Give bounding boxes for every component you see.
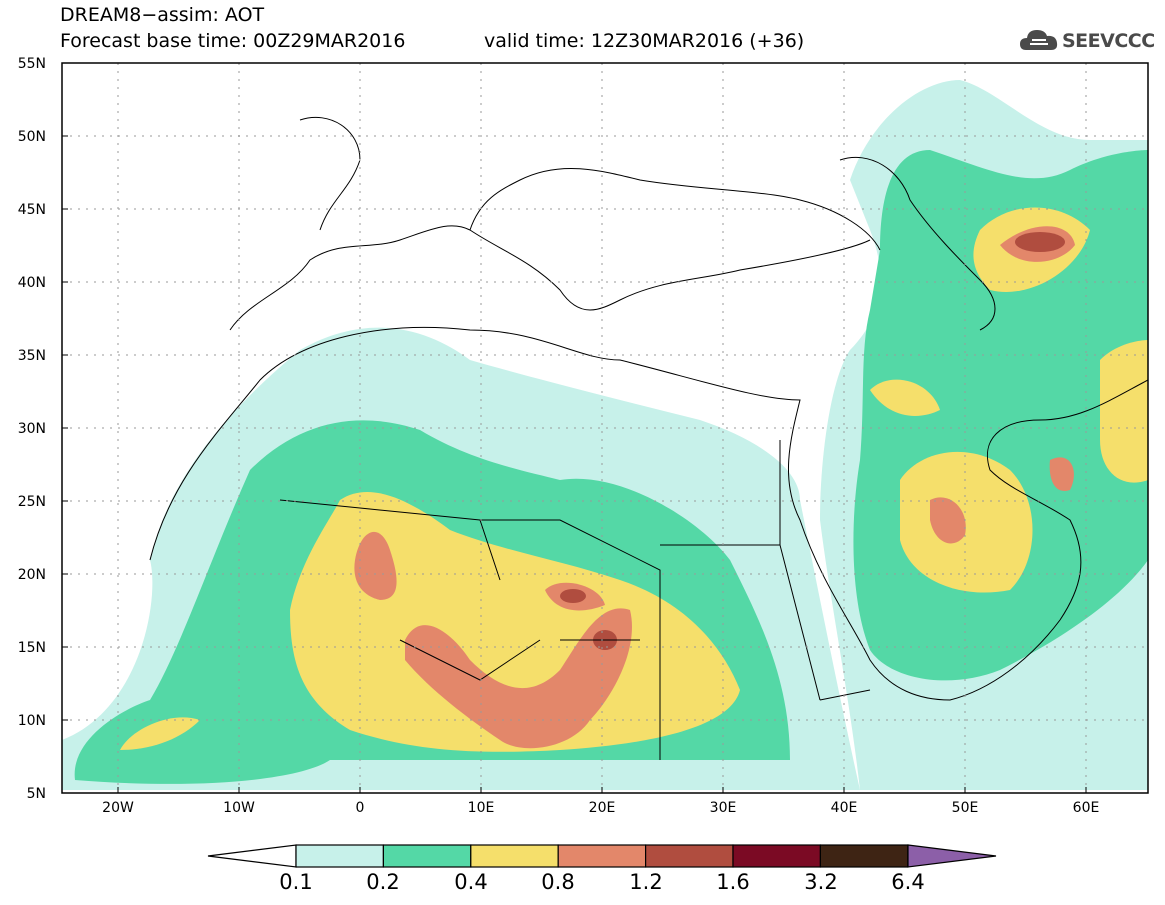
aot-field (62, 80, 1148, 790)
lat-tick-label: 35N (18, 348, 46, 364)
colorbar (207, 844, 997, 868)
lat-tick-label: 25N (18, 494, 46, 510)
colorbar-swatch (732, 844, 822, 868)
colorbar-swatch (470, 844, 559, 868)
lat-tick-label: 50N (18, 129, 46, 145)
colorbar-swatch (382, 844, 472, 868)
logo-text: SEEVCCC (1062, 30, 1155, 52)
lon-tick-label: 40E (831, 800, 858, 816)
colorbar-label: 3.2 (804, 870, 838, 894)
lat-tick-label: 30N (18, 421, 46, 437)
coastlines (149, 116, 1148, 760)
lat-tick-label: 10N (18, 713, 46, 729)
colorbar-swatch (295, 844, 385, 868)
lon-tick-label: 10W (223, 800, 255, 816)
colorbar-label: 1.6 (716, 870, 750, 894)
lon-tick-label: 20E (589, 800, 616, 816)
cloud-icon (1020, 30, 1058, 50)
colorbar-label: 0.4 (454, 870, 488, 894)
valid-time: valid time: 12Z30MAR2016 (+36) (484, 30, 805, 52)
colorbar-label: 0.8 (541, 870, 575, 894)
lon-tick-label: 10E (468, 800, 495, 816)
lat-tick-label: 20N (18, 567, 46, 583)
colorbar-swatch (557, 844, 647, 868)
lon-tick-label: 50E (952, 800, 979, 816)
colorbar-swatch (819, 844, 909, 868)
lon-tick-labels: 20W 10W 0 10E 20E 30E 40E 50E 60E (102, 800, 1099, 816)
colorbar-label: 0.1 (279, 870, 313, 894)
lon-tick-label: 0 (356, 800, 365, 816)
forecast-base-time: Forecast base time: 00Z29MAR2016 (60, 30, 406, 52)
lon-tick-label: 20W (102, 800, 134, 816)
lat-tick-labels: 55N 50N 45N 40N 35N 30N 25N 20N 15N 10N … (18, 56, 46, 802)
colorbar-label: 1.2 (629, 870, 663, 894)
lat-tick-label: 55N (18, 56, 46, 72)
colorbar-label: 6.4 (891, 870, 925, 894)
grid-lines (62, 63, 1148, 793)
colorbar-label: 0.2 (366, 870, 400, 894)
lat-tick-label: 15N (18, 640, 46, 656)
colorbar-swatch (644, 844, 734, 868)
map-title: DREAM8−assim: AOT (60, 4, 265, 26)
colorbar-low-arrow (207, 844, 297, 868)
lat-tick-label: 45N (18, 202, 46, 218)
lon-tick-label: 60E (1073, 800, 1100, 816)
lat-tick-label: 5N (27, 786, 46, 802)
lon-tick-label: 30E (710, 800, 737, 816)
colorbar-high-arrow (907, 844, 997, 868)
lat-tick-label: 40N (18, 275, 46, 291)
